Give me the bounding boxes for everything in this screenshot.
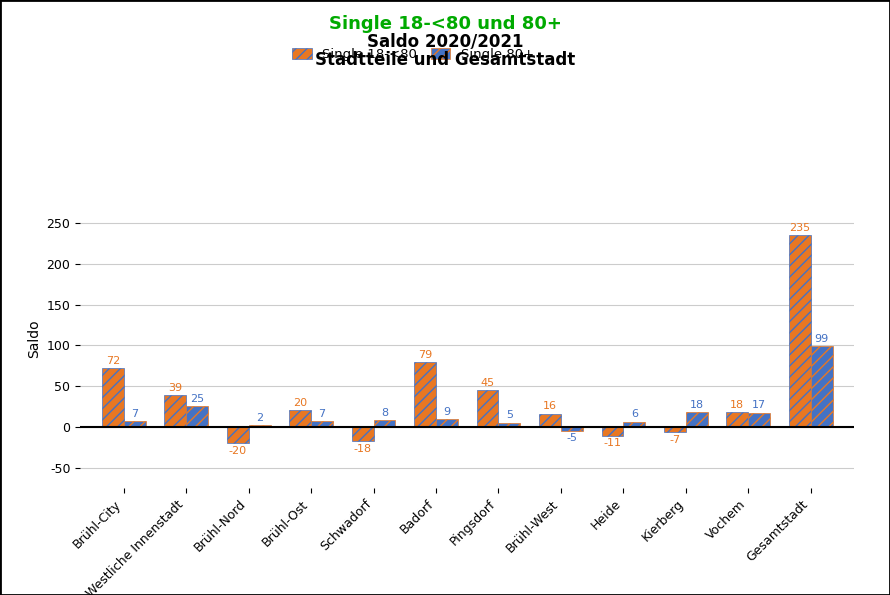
Bar: [789, 235, 811, 427]
Bar: [289, 411, 312, 427]
Text: 20: 20: [293, 398, 307, 408]
Bar: [477, 390, 498, 427]
Bar: [124, 421, 146, 427]
Bar: [686, 412, 708, 427]
Bar: [811, 346, 832, 427]
Text: 7: 7: [131, 409, 138, 419]
Bar: [664, 427, 686, 433]
Bar: [436, 419, 457, 427]
Text: 9: 9: [443, 407, 450, 417]
Text: 72: 72: [106, 356, 120, 366]
Bar: [248, 425, 271, 427]
Text: Single 18-<80 und 80+: Single 18-<80 und 80+: [328, 15, 562, 33]
Text: -18: -18: [353, 444, 372, 454]
Text: 8: 8: [381, 408, 388, 418]
Text: 39: 39: [168, 383, 182, 393]
Text: 17: 17: [752, 400, 766, 411]
Text: 2: 2: [256, 413, 263, 422]
Bar: [726, 412, 748, 427]
Bar: [602, 427, 623, 436]
Text: 99: 99: [814, 334, 829, 344]
Bar: [227, 427, 248, 443]
Text: 5: 5: [506, 410, 513, 420]
Y-axis label: Saldo: Saldo: [27, 320, 41, 358]
Bar: [186, 406, 208, 427]
Text: 16: 16: [543, 401, 557, 411]
Bar: [539, 414, 561, 427]
Text: Stadtteile und Gesamtstadt: Stadtteile und Gesamtstadt: [315, 51, 575, 68]
Text: -20: -20: [229, 446, 247, 456]
Text: 45: 45: [481, 378, 495, 388]
Text: -11: -11: [603, 438, 621, 448]
Bar: [414, 362, 436, 427]
Text: 18: 18: [731, 400, 744, 409]
Bar: [312, 421, 333, 427]
Text: Saldo 2020/2021: Saldo 2020/2021: [367, 33, 523, 51]
Bar: [102, 368, 124, 427]
Bar: [165, 395, 186, 427]
Text: -7: -7: [669, 435, 681, 445]
Text: 79: 79: [418, 350, 433, 360]
Text: 235: 235: [789, 223, 810, 233]
Bar: [498, 422, 521, 427]
Legend: Single 18-<80, Single 80+: Single 18-<80, Single 80+: [287, 42, 539, 66]
Text: 7: 7: [319, 409, 326, 419]
Bar: [748, 413, 770, 427]
Bar: [623, 422, 645, 427]
Bar: [352, 427, 374, 441]
Text: 18: 18: [690, 400, 704, 409]
Text: 25: 25: [190, 394, 204, 404]
Text: 6: 6: [631, 409, 638, 419]
Text: -5: -5: [566, 433, 578, 443]
Bar: [561, 427, 583, 431]
Bar: [374, 420, 395, 427]
